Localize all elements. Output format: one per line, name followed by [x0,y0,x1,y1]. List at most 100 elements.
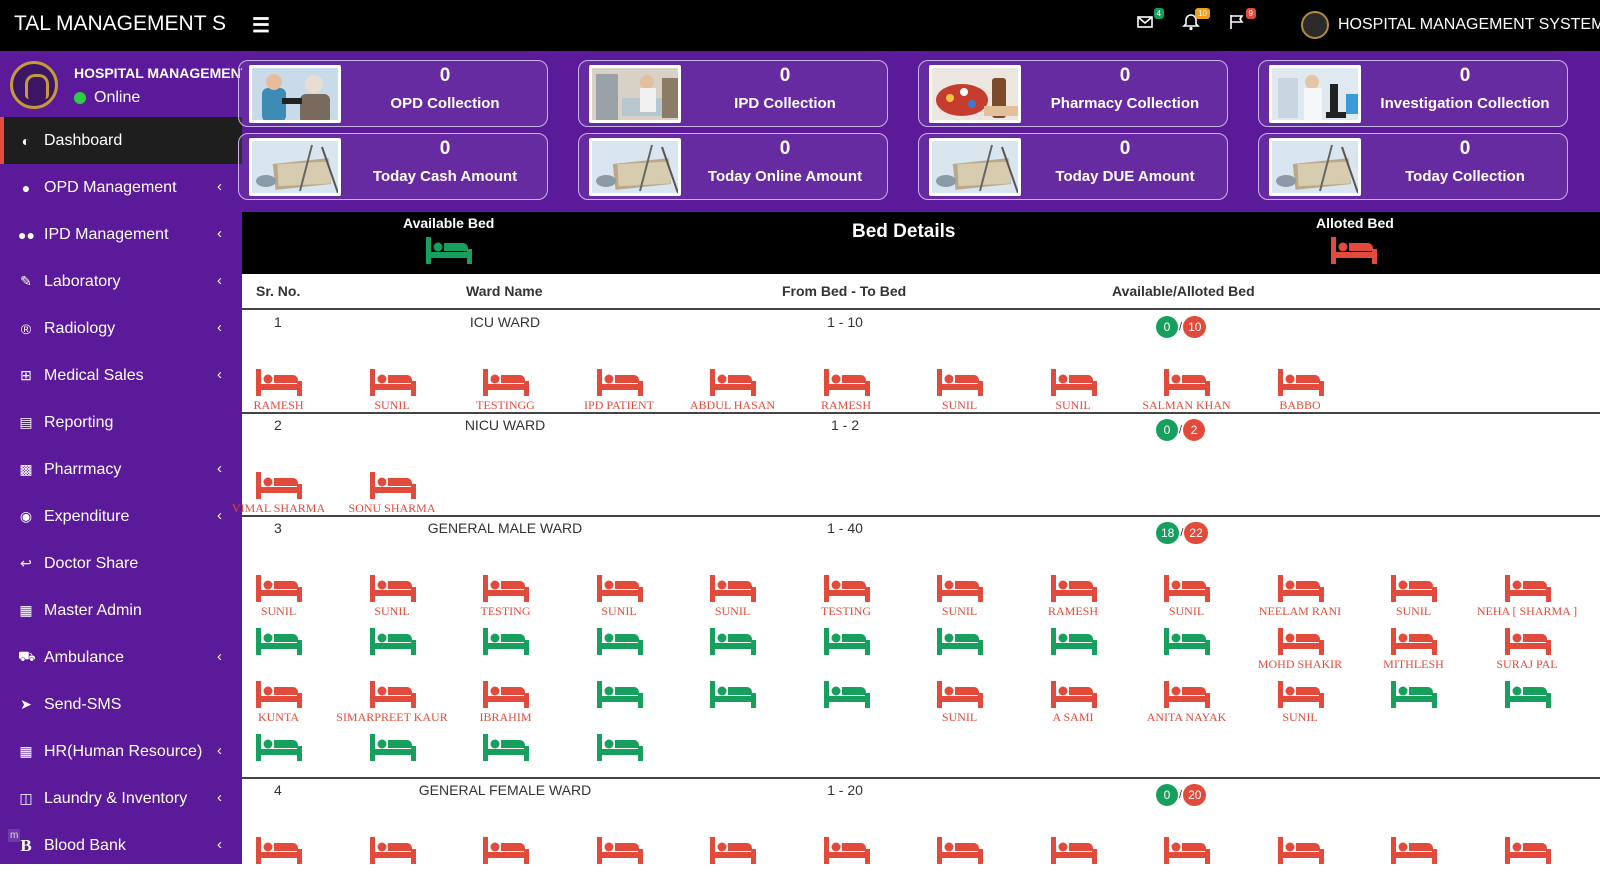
sidebar-item-reporting[interactable]: ▤ Reporting [0,399,242,446]
alloted-bed[interactable]: TESTINGG [449,367,562,412]
stat-card-today-collection[interactable]: 0 Today Collection [1258,133,1568,200]
alloted-bed[interactable]: SURAJ PAL [1471,626,1584,671]
alloted-bed[interactable]: SUNIL [903,367,1016,412]
sidebar-item-master-admin[interactable]: ▦ Master Admin [0,587,242,634]
alloted-bed[interactable]: BABBO [1244,367,1357,412]
available-bed[interactable] [903,626,1016,671]
alloted-bed[interactable]: SIMARPREET KAUR [336,679,449,724]
alloted-bed[interactable]: SUNIL [336,573,449,618]
available-bed[interactable] [1357,679,1470,724]
user-menu-title[interactable]: HOSPITAL MANAGEMENT SYSTEM [1338,16,1600,33]
chevron-left-icon: ‹ [217,789,222,806]
available-bed[interactable] [449,626,562,671]
alloted-bed[interactable]: TESTING [449,573,562,618]
alloted-bed[interactable] [336,835,449,880]
alloted-bed[interactable]: IPD PATIENT [563,367,676,412]
alloted-bed[interactable] [563,835,676,880]
alloted-bed[interactable] [449,835,562,880]
patient-name: RAMESH [1047,604,1098,618]
alloted-bed[interactable]: SUNIL [336,367,449,412]
sidebar-item-ipd-management[interactable]: ●● IPD Management ‹ [0,211,242,258]
sidebar-item-laboratory[interactable]: ✎ Laboratory ‹ [0,258,242,305]
alloted-bed[interactable]: SUNIL [222,573,335,618]
available-bed[interactable] [222,732,335,777]
sidebar-item-laundry-inventory[interactable]: ◫ Laundry & Inventory ‹ [0,775,242,822]
stat-card-investigation-collection[interactable]: 0 Investigation Collection [1258,60,1568,127]
stat-card-pharmacy-collection[interactable]: 0 Pharmacy Collection [918,60,1228,127]
available-bed[interactable] [676,679,789,724]
available-bed[interactable] [563,679,676,724]
alloted-bed[interactable]: KUNTA [222,679,335,724]
sidebar-item-doctor-share[interactable]: ↩ Doctor Share [0,540,242,587]
alloted-bed[interactable] [1471,835,1584,880]
alloted-bed[interactable]: TESTING [790,573,903,618]
sidebar-item-medical-sales[interactable]: ⊞ Medical Sales ‹ [0,352,242,399]
flag-icon[interactable]: 9 [1228,8,1256,39]
available-bed[interactable] [1471,679,1584,724]
sidebar-item-radiology[interactable]: ® Radiology ‹ [0,305,242,352]
sidebar-item-expenditure[interactable]: ◉ Expenditure ‹ [0,493,242,540]
available-bed[interactable] [790,679,903,724]
sidebar-item-blood-bank[interactable]: B Blood Bank ‹ [0,822,242,869]
envelope-icon[interactable]: 4 [1136,8,1164,39]
stat-card-opd-collection[interactable]: 0 OPD Collection [238,60,548,127]
available-bed[interactable] [563,626,676,671]
ward-sr-no: 3 [274,520,282,536]
alloted-bed[interactable]: RAMESH [790,367,903,412]
alloted-bed[interactable]: A SAMI [1017,679,1130,724]
sidebar-item-pharrmacy[interactable]: ▩ Pharrmacy ‹ [0,446,242,493]
alloted-bed[interactable]: RAMESH [222,367,335,412]
col-bed-range: From Bed - To Bed [782,283,907,299]
stat-value: 0 [1459,65,1471,86]
available-bed[interactable] [336,626,449,671]
available-bed[interactable] [449,732,562,777]
available-bed[interactable] [676,626,789,671]
alloted-bed[interactable]: RAMESH [1017,573,1130,618]
available-bed[interactable] [336,732,449,777]
alloted-bed[interactable]: NEHA [ SHARMA ] [1471,573,1584,618]
brand-title[interactable]: TAL MANAGEMENT S [14,12,226,35]
available-bed[interactable] [222,626,335,671]
stat-card-today-cash-amount[interactable]: 0 Today Cash Amount [238,133,548,200]
stat-card-today-online-amount[interactable]: 0 Today Online Amount [578,133,888,200]
alloted-bed[interactable]: MITHLESH [1357,626,1470,671]
alloted-bed[interactable] [1130,835,1243,880]
alloted-bed[interactable] [1244,835,1357,880]
stat-card-ipd-collection[interactable]: 0 IPD Collection [578,60,888,127]
sidebar-item-send-sms[interactable]: ➤ Send-SMS [0,681,242,728]
sidebar-toggle-icon[interactable]: ☰ [252,15,270,37]
available-bed[interactable] [1017,626,1130,671]
alloted-bed[interactable]: SUNIL [1130,573,1243,618]
available-bed[interactable] [1130,626,1243,671]
sidebar-item-ambulance[interactable]: ⛟ Ambulance ‹ [0,634,242,681]
alloted-bed[interactable]: SUNIL [903,573,1016,618]
alloted-bed[interactable]: ABDUL HASAN [676,367,789,412]
alloted-bed[interactable]: NEELAM RANI [1244,573,1357,618]
bell-icon[interactable]: 10 [1182,8,1210,39]
available-bed[interactable] [563,732,676,777]
alloted-bed[interactable]: SUNIL [563,573,676,618]
alloted-bed[interactable] [222,835,335,880]
sidebar-item-hr-human-resource[interactable]: ▦ HR(Human Resource) ‹ [0,728,242,775]
alloted-bed[interactable]: ANITA NAYAK [1130,679,1243,724]
alloted-bed[interactable]: MOHD SHAKIR [1244,626,1357,671]
alloted-bed[interactable]: IBRAHIM [449,679,562,724]
alloted-bed[interactable]: SUNIL [903,679,1016,724]
stat-card-today-due-amount[interactable]: 0 Today DUE Amount [918,133,1228,200]
available-bed[interactable] [790,626,903,671]
alloted-bed[interactable] [1357,835,1470,880]
alloted-bed[interactable]: SUNIL [1244,679,1357,724]
alloted-bed[interactable] [676,835,789,880]
alloted-bed[interactable]: SUNIL [1017,367,1130,412]
alloted-bed[interactable]: SALMAN KHAN [1130,367,1243,412]
alloted-bed[interactable] [903,835,1016,880]
alloted-bed[interactable]: SUNIL [676,573,789,618]
alloted-bed[interactable] [790,835,903,880]
sidebar-item-dashboard[interactable]: ◐ Dashboard [0,117,242,164]
patient-name: IBRAHIM [479,710,532,724]
alloted-bed[interactable] [1017,835,1130,880]
alloted-bed[interactable]: VIMAL SHARMA [222,470,335,515]
sidebar-item-opd-management[interactable]: ● OPD Management ‹ [0,164,242,211]
alloted-bed[interactable]: SONU SHARMA [336,470,449,515]
alloted-bed[interactable]: SUNIL [1357,573,1470,618]
